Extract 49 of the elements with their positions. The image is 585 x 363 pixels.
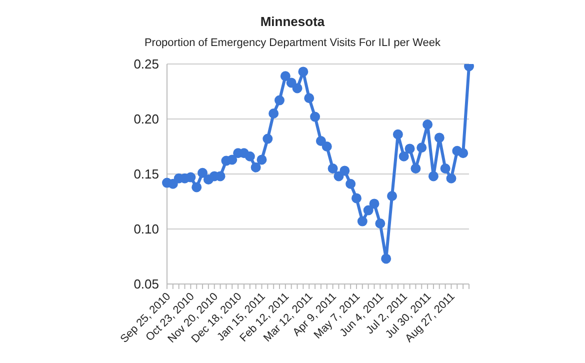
point: [274, 95, 285, 106]
y-tick-label: 0.05: [134, 276, 159, 292]
point: [375, 218, 386, 228]
point: [328, 164, 338, 174]
point: [346, 178, 356, 189]
point: [398, 151, 409, 162]
point: [280, 71, 290, 82]
point: [357, 216, 368, 226]
point: [446, 173, 456, 184]
y-tick-label: 0.10: [134, 222, 159, 237]
point: [292, 83, 302, 94]
point: [404, 144, 415, 154]
point: [316, 136, 326, 146]
point: [262, 134, 273, 144]
point: [369, 198, 380, 209]
point: [434, 132, 444, 143]
point: [244, 151, 255, 162]
point: [322, 142, 332, 152]
point: [286, 78, 296, 88]
y-tick-label: 0.20: [134, 112, 159, 127]
point: [268, 108, 279, 118]
chart-subtitle: Proportion of Emergency Department Visits For ILI per Week: [143, 37, 442, 49]
point: [416, 142, 427, 153]
point: [250, 162, 261, 172]
point: [304, 93, 314, 104]
point: [256, 154, 267, 165]
point: [334, 171, 344, 182]
point: [363, 205, 374, 216]
point: [410, 164, 421, 174]
y-tick-label: 0.25: [134, 56, 159, 72]
point: [310, 112, 320, 122]
point: [387, 191, 398, 201]
point: [340, 166, 350, 176]
point: [464, 64, 474, 72]
point: [227, 154, 238, 165]
point: [192, 182, 202, 192]
point: [428, 171, 438, 182]
point: [458, 148, 468, 158]
point: [351, 193, 362, 204]
point: [392, 129, 403, 140]
point: [440, 164, 450, 174]
point: [422, 120, 433, 130]
point: [381, 254, 392, 264]
chart-title: Minnesota: [259, 14, 326, 29]
point: [186, 172, 196, 182]
point: [198, 168, 208, 178]
point: [168, 178, 178, 189]
y-tick-label: 0.15: [134, 166, 159, 182]
point: [298, 66, 308, 77]
